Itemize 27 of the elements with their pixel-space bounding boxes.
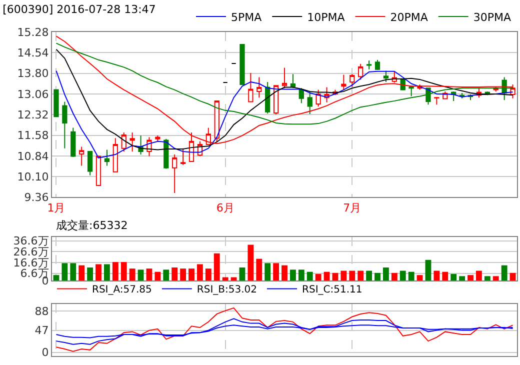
y-tick-label: 15.28 <box>17 26 49 39</box>
y-tick-label: 10.10 <box>17 170 49 184</box>
y-tick-label: 26.6万 <box>13 245 49 258</box>
y-tick-label: 0 <box>42 346 49 360</box>
y-tick-label: 13.06 <box>17 88 49 101</box>
y-tick-label: 10.84 <box>17 150 49 163</box>
y-tick-label: 13.80 <box>17 67 49 80</box>
y-tick-label: 88 <box>34 305 49 318</box>
y-tick-label: 9.36 <box>24 191 49 204</box>
y-tick-label: 16.6万 <box>13 256 49 270</box>
y-tick-label: 47 <box>34 324 49 338</box>
legend-label: 20PMA <box>390 10 428 24</box>
legend-label: RSI_B:53.02 <box>196 284 258 296</box>
y-tick-label: 12.32 <box>17 108 49 122</box>
legend-label: 5PMA <box>231 10 262 24</box>
chart-title: [600390] 2016-07-28 13:47 <box>2 2 156 16</box>
x-tick-label: 1月 <box>47 201 66 214</box>
text: 成交量:65332 <box>56 219 128 232</box>
x-tick-label: 7月 <box>343 201 362 214</box>
legend-label: 30PMA <box>473 10 512 24</box>
legend-label: RSI_A:57.85 <box>92 284 152 296</box>
y-tick-label: 14.54 <box>17 46 49 60</box>
y-tick-label: 36.6万 <box>13 234 49 248</box>
y-tick-label: 11.58 <box>17 129 49 142</box>
x-tick-label: 6月 <box>216 201 234 214</box>
legend-label: RSI_C:51.11 <box>302 284 362 296</box>
legend-label: 10PMA <box>307 10 346 24</box>
